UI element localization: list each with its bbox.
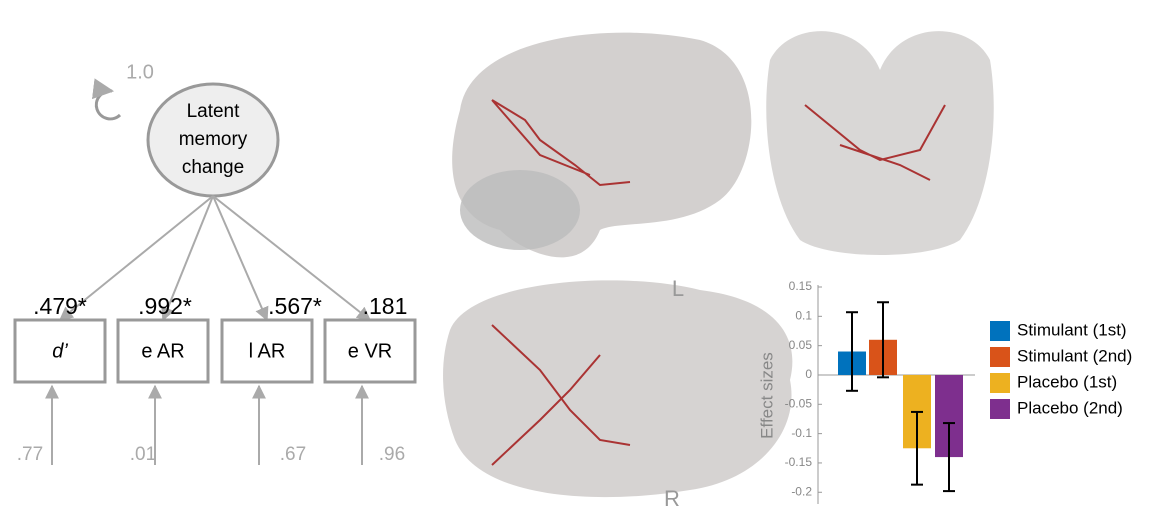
loading-label: .992* [138,293,192,319]
variance-label: 1.0 [126,61,154,83]
y-tick-label: -0.2 [791,484,812,498]
brain-sagittal [452,32,752,258]
brain-axial [443,280,793,498]
loading-arrow [58,195,214,321]
residual-label: .96 [379,444,405,465]
legend-swatch [990,347,1010,367]
legend-label: Stimulant (1st) [1017,320,1127,339]
y-tick-label: 0.1 [795,308,812,322]
latent-label: change [182,157,244,178]
loading-label: .567* [268,293,322,319]
y-tick-label: -0.05 [785,396,813,410]
legend-swatch [990,373,1010,393]
residual-label: .77 [17,444,43,465]
latent-label: Latent [187,101,241,122]
indicator-label: e VR [348,340,392,362]
indicator-label: l AR [249,340,286,362]
residual-label: .67 [280,444,306,465]
brain-label: L [672,276,684,301]
indicator-box [220,318,314,384]
y-tick-label: -0.15 [785,455,813,469]
indicator-box [116,318,210,384]
y-tick-label: -0.1 [791,426,812,440]
y-tick-label: 0.15 [789,279,813,293]
variance-loop [91,78,122,121]
bar-chart: 0.15 0.1 0.05 0 -0.05 -0.1 -0.15 -0.2 Effect siz… [757,279,1132,504]
loading-label: .181 [363,293,408,319]
legend-swatch [990,321,1010,341]
legend-swatch [990,399,1010,419]
loading-arrow [212,195,269,322]
indicator-label: e AR [141,340,184,362]
y-axis-label: Effect sizes [757,352,776,439]
loading-arrow [212,195,372,321]
latent-label: memory [179,129,248,150]
indicators: d’ .479* .77 e AR .992* .01 l AR .567* .67 e VR .1… [13,195,417,465]
legend-label: Placebo (1st) [1017,372,1117,391]
loading-label: .479* [33,293,87,319]
residual-label: .01 [130,444,156,465]
legend-label: Placebo (2nd) [1017,398,1123,417]
brain-coronal [766,31,994,256]
legend-label: Stimulant (2nd) [1017,346,1132,365]
y-tick-label: 0 [805,367,812,381]
loading-arrow [161,195,214,322]
indicator-box [13,318,107,384]
y-tick-label: 0.05 [789,338,813,352]
indicator-box [323,318,417,384]
indicator-label: d’ [52,340,68,362]
brain-label: R [664,486,680,511]
